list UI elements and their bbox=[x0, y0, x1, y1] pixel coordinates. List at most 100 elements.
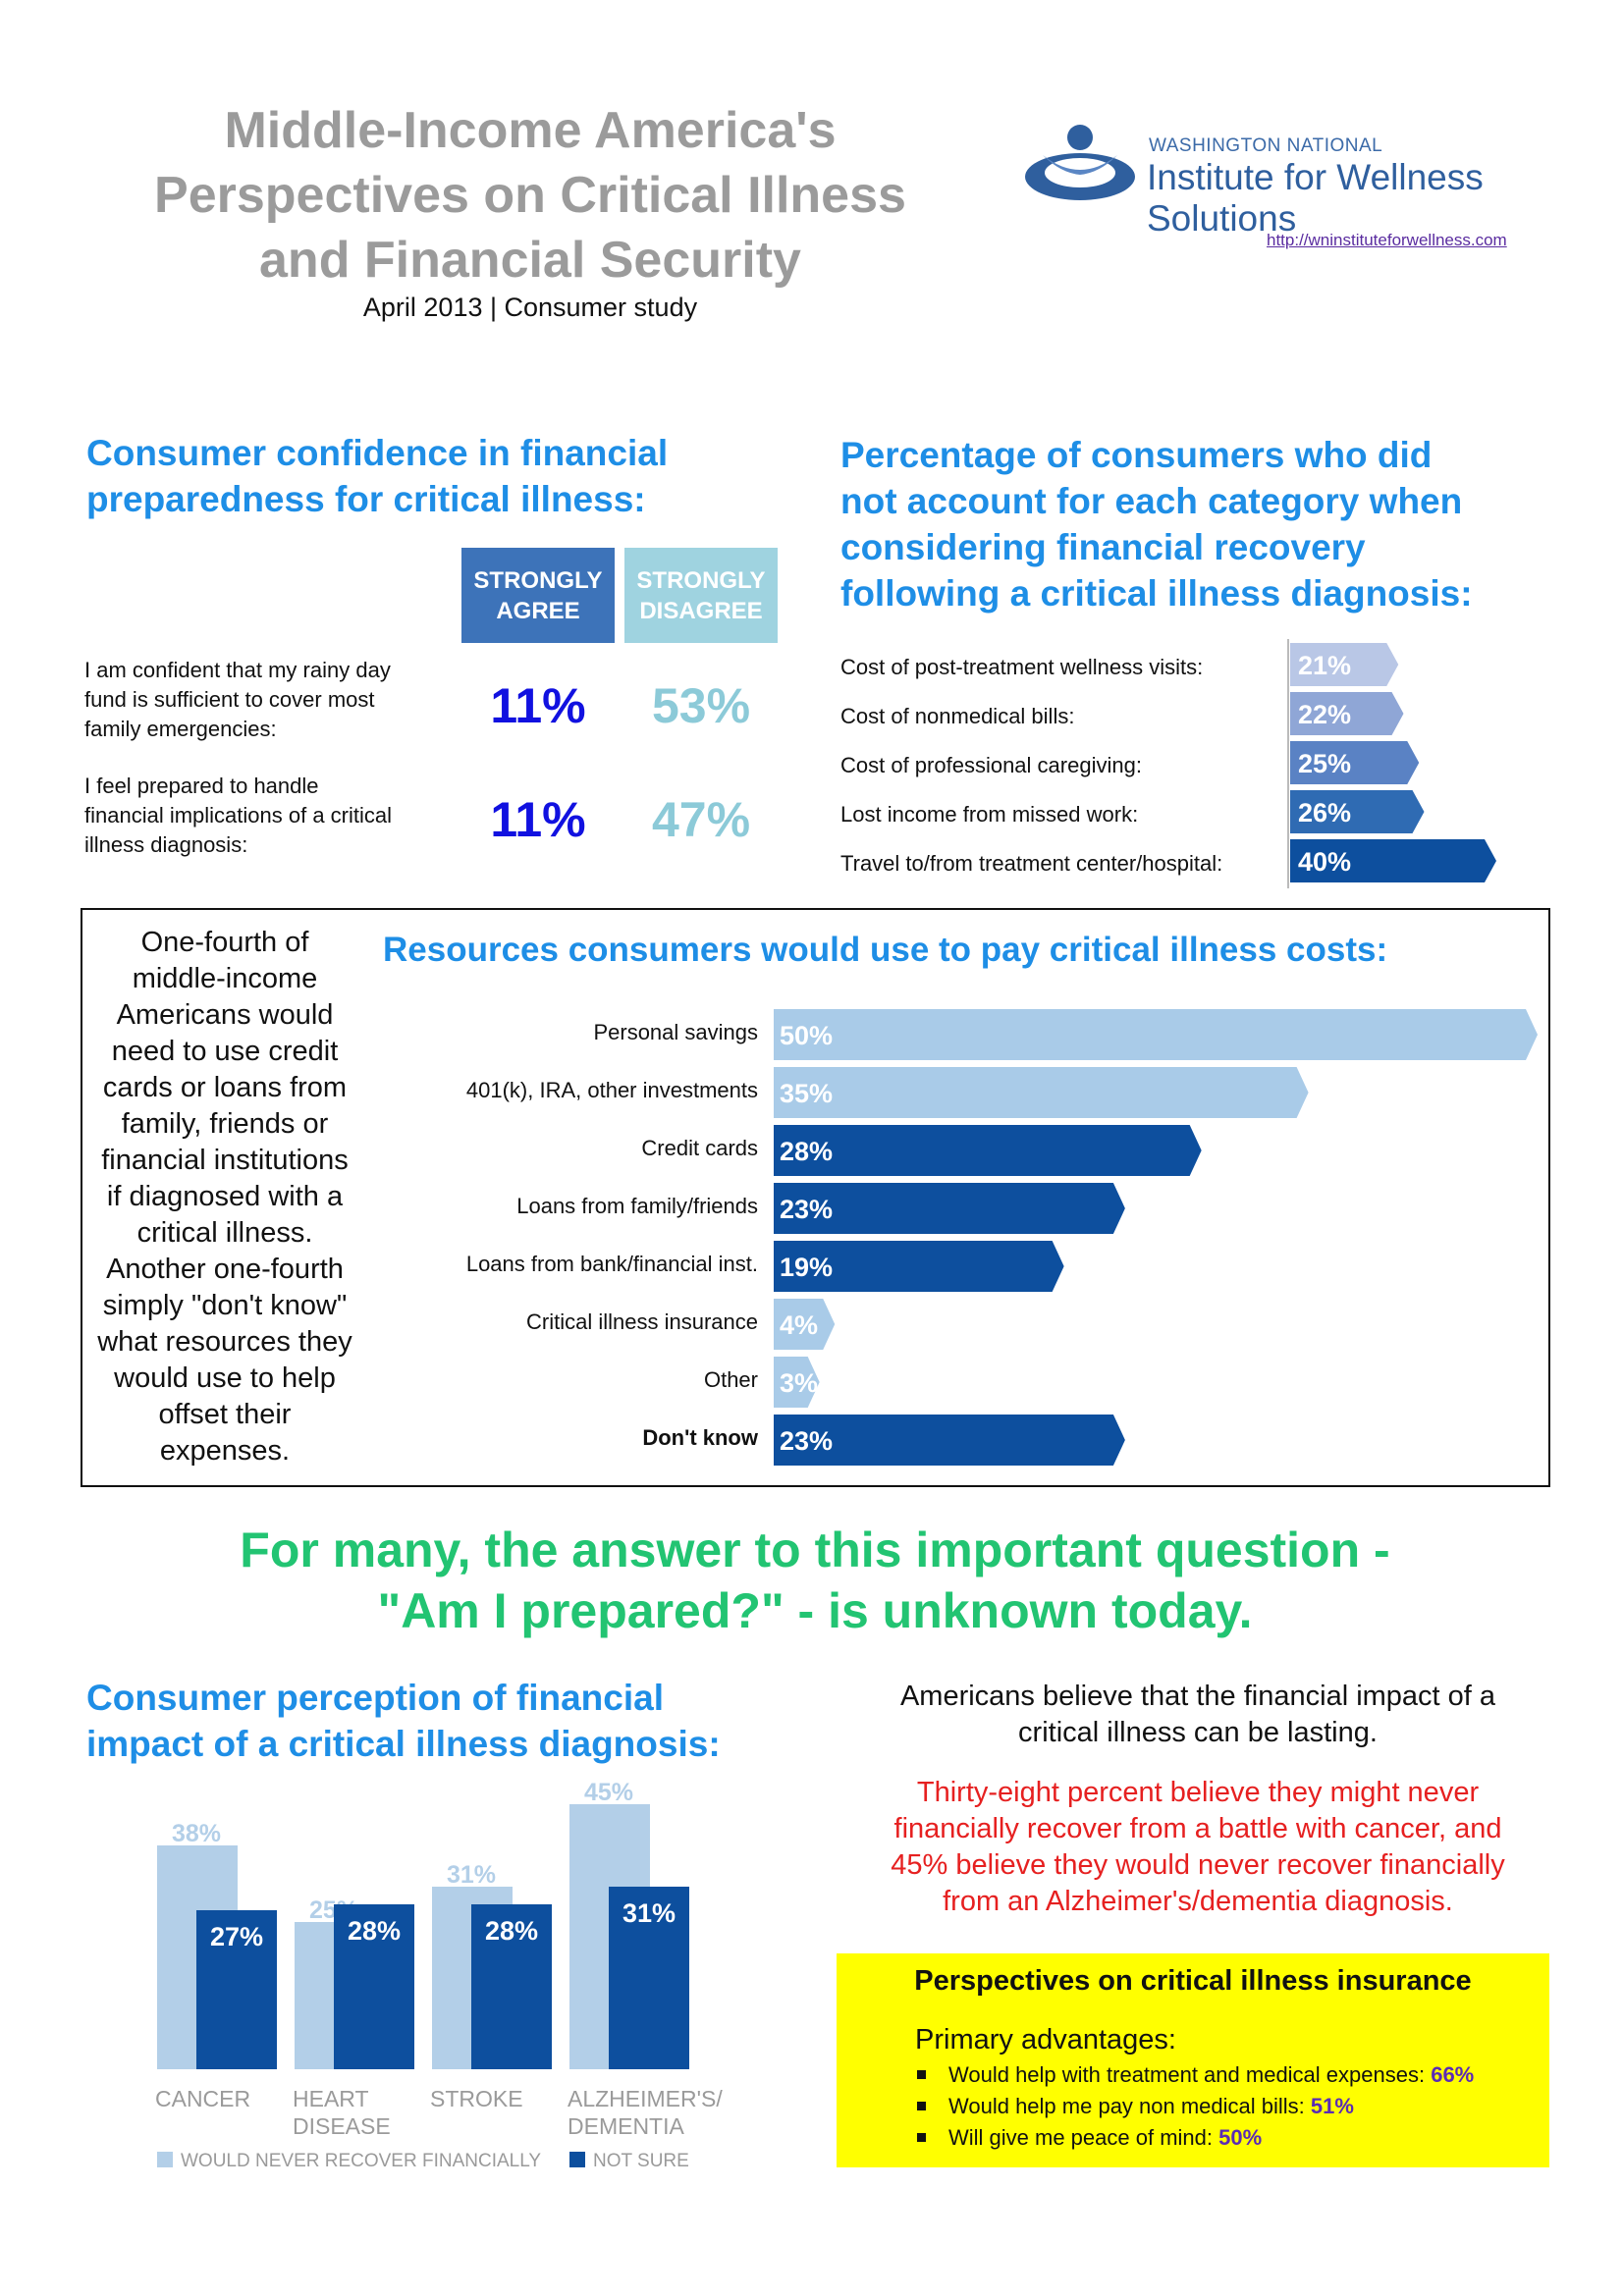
resources-labels: Personal savings 401(k), IRA, other inve… bbox=[405, 1013, 768, 1484]
bar bbox=[1290, 643, 1399, 686]
bar-label: 28% bbox=[485, 1916, 538, 1946]
tagline: For many, the answer to this important q… bbox=[79, 1520, 1551, 1641]
advantage-value: 51% bbox=[1310, 2094, 1354, 2118]
confidence-title: Consumer confidence in financial prepare… bbox=[86, 430, 668, 522]
statement-rainy-day: I am confident that my rainy day fund is… bbox=[84, 656, 391, 744]
bar-label: 28% bbox=[780, 1137, 833, 1166]
advantage-value: 66% bbox=[1431, 2062, 1475, 2087]
strongly-agree-header: STRONGLY AGREE bbox=[461, 548, 615, 643]
lotus-logo-icon bbox=[1025, 125, 1135, 200]
statement-line: I am confident that my rainy day bbox=[84, 658, 391, 682]
bar-label: 26% bbox=[1298, 798, 1351, 828]
resource-label: Credit cards bbox=[641, 1136, 758, 1160]
title-line: considering financial recovery bbox=[840, 527, 1366, 567]
highlight-line: from an Alzheimer's/dementia diagnosis. bbox=[943, 1886, 1453, 1917]
resources-side-note: One-fourth of middle-income Americans wo… bbox=[82, 925, 367, 1469]
bar-label: 25% bbox=[1298, 749, 1351, 778]
note-line: critical illness. bbox=[136, 1217, 313, 1249]
highlight-line: financially recover from a battle with c… bbox=[893, 1813, 1502, 1844]
advantage-item: Would help with treatment and medical ex… bbox=[915, 2059, 1474, 2091]
page-title: Middle-Income America's Perspectives on … bbox=[98, 98, 962, 293]
bar-label: 21% bbox=[1298, 651, 1351, 680]
bar bbox=[774, 1125, 1202, 1176]
category-label: Travel to/from treatment center/hospital… bbox=[840, 851, 1223, 876]
header-line: DISAGREE bbox=[639, 597, 763, 624]
category-label: CANCER bbox=[155, 2086, 250, 2111]
note-line: need to use credit bbox=[111, 1036, 339, 1067]
not-accounted-chart: 21% 22% 25% 26% 40% bbox=[1287, 639, 1496, 888]
title-line: following a critical illness diagnosis: bbox=[840, 573, 1473, 614]
resource-label: Other bbox=[703, 1367, 758, 1392]
title-line: Percentage of consumers who did bbox=[840, 435, 1433, 475]
bar-label: 23% bbox=[780, 1195, 833, 1224]
note-line: cards or loans from bbox=[102, 1072, 348, 1103]
category-label: STROKE bbox=[430, 2086, 523, 2111]
statement-line: financial implications of a critical bbox=[84, 803, 393, 828]
statement-prepared: I feel prepared to handle financial impl… bbox=[84, 772, 392, 860]
bar-label: 19% bbox=[780, 1253, 833, 1282]
intro-line: critical illness can be lasting. bbox=[1018, 1717, 1378, 1748]
intro-line: Americans believe that the financial imp… bbox=[899, 1681, 1496, 1712]
bar-not-sure bbox=[471, 1904, 552, 2069]
title-line: and Financial Security bbox=[259, 232, 801, 289]
resource-label: Loans from bank/financial inst. bbox=[465, 1252, 758, 1276]
category-label: ALZHEIMER'S/ bbox=[568, 2086, 723, 2111]
agree-value-prepared: 11% bbox=[490, 792, 586, 847]
category-label: Lost income from missed work: bbox=[840, 802, 1139, 827]
category-label: DISEASE bbox=[293, 2113, 391, 2139]
resource-label-dont-know: Don't know bbox=[642, 1425, 758, 1450]
title-line: preparedness for critical illness: bbox=[86, 479, 646, 519]
title-line: not account for each category when bbox=[840, 481, 1463, 521]
title-line: Consumer confidence in financial bbox=[86, 433, 669, 473]
lasting-highlight: Thirty-eight percent believe they might … bbox=[844, 1775, 1551, 1920]
disagree-value-rainy-day: 53% bbox=[651, 678, 751, 733]
bar-label: 28% bbox=[348, 1916, 401, 1946]
bar bbox=[774, 1299, 836, 1350]
category-label: Cost of post-treatment wellness visits: bbox=[840, 655, 1204, 679]
bar-label: 40% bbox=[1298, 847, 1351, 877]
category-label: Cost of professional caregiving: bbox=[840, 753, 1142, 777]
bar-label: 35% bbox=[780, 1079, 833, 1108]
bar-label: 27% bbox=[210, 1922, 263, 1951]
bar-not-sure bbox=[334, 1904, 414, 2069]
highlight-line: 45% believe they would never recover fin… bbox=[891, 1849, 1505, 1881]
statement-line: I feel prepared to handle bbox=[84, 774, 319, 798]
insurance-box: Perspectives on critical illness insuran… bbox=[837, 1953, 1549, 2167]
note-line: if diagnosed with a bbox=[106, 1181, 344, 1212]
bar-label: 50% bbox=[780, 1021, 833, 1050]
bar-label: 45% bbox=[584, 1779, 633, 1806]
category-label: HEART bbox=[293, 2086, 369, 2111]
page-subtitle: April 2013 | Consumer study bbox=[362, 293, 698, 322]
website-link[interactable]: http://wninstituteforwellness.com bbox=[1267, 231, 1507, 249]
not-accounted-labels: Cost of post-treatment wellness visits: … bbox=[840, 633, 1282, 888]
bar bbox=[774, 1357, 820, 1408]
bar-not-sure bbox=[196, 1910, 277, 2069]
advantages-list: Would help with treatment and medical ex… bbox=[915, 2059, 1474, 2154]
statement-line: family emergencies: bbox=[84, 717, 277, 741]
bar bbox=[774, 1241, 1064, 1292]
logo-name: Institute for Wellness Solutions bbox=[1147, 157, 1484, 239]
legend-label: WOULD NEVER RECOVER FINANCIALLY bbox=[181, 2151, 541, 2171]
advantage-value: 50% bbox=[1218, 2125, 1263, 2150]
bar bbox=[1290, 790, 1425, 833]
category-label: Cost of nonmedical bills: bbox=[840, 704, 1075, 728]
not-accounted-title: Percentage of consumers who did not acco… bbox=[840, 432, 1473, 616]
header-line: AGREE bbox=[496, 597, 580, 624]
header-line: STRONGLY bbox=[636, 566, 766, 594]
insurance-subtitle: Primary advantages: bbox=[915, 2024, 1176, 2056]
bar-label: 38% bbox=[172, 1820, 221, 1847]
bar-label: 23% bbox=[780, 1426, 833, 1456]
advantage-item: Will give me peace of mind: 50% bbox=[915, 2122, 1474, 2154]
highlight-line: Thirty-eight percent believe they might … bbox=[916, 1777, 1480, 1808]
bar-label: 31% bbox=[447, 1861, 496, 1889]
resources-chart: 50% 35% 28% 23% 19% 4% 3% 23% bbox=[774, 1009, 1538, 1466]
resources-title: Resources consumers would use to pay cri… bbox=[383, 931, 1388, 969]
resource-label: Critical illness insurance bbox=[526, 1309, 758, 1334]
note-line: would use to help bbox=[114, 1362, 336, 1394]
resources-panel bbox=[81, 908, 1550, 1487]
bar bbox=[1290, 839, 1496, 882]
title-line: Middle-Income America's bbox=[224, 102, 837, 159]
resource-label: 401(k), IRA, other investments bbox=[465, 1078, 758, 1102]
note-line: Americans would bbox=[116, 999, 334, 1031]
legend-swatch bbox=[569, 2152, 585, 2167]
